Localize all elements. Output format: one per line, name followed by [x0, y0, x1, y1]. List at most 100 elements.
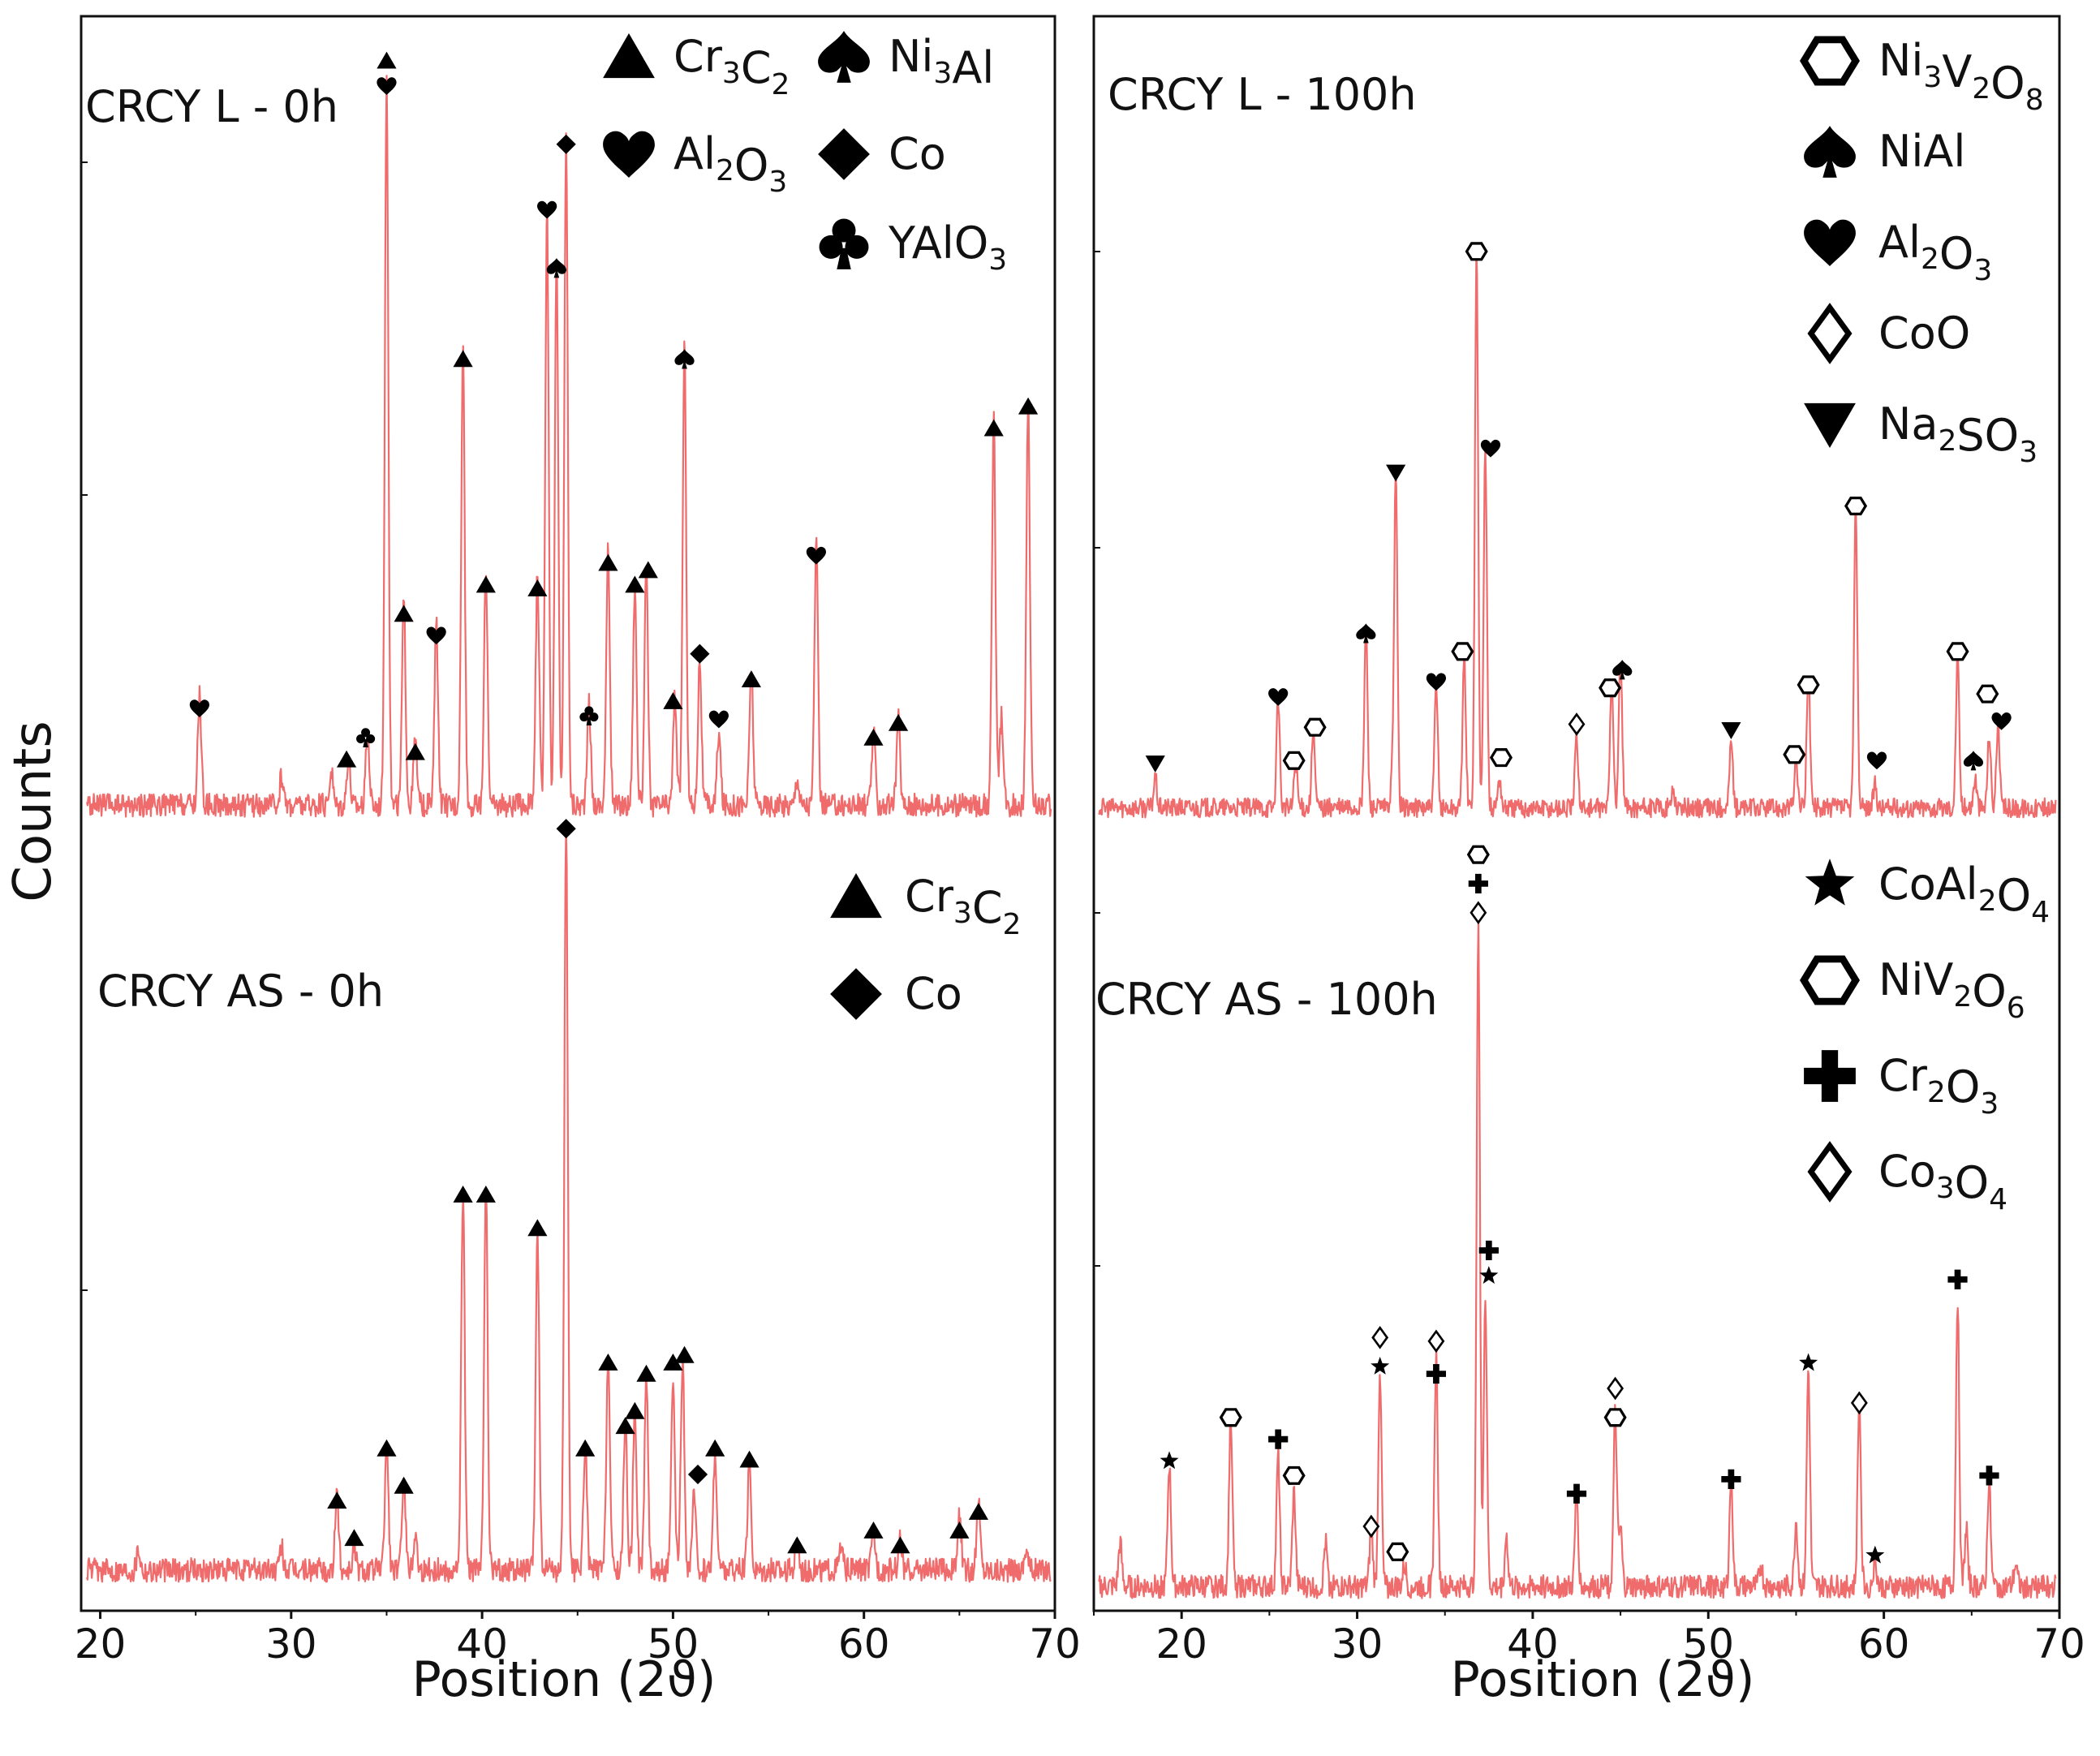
legend-symbol-hex_o — [1800, 36, 1860, 86]
panel-title: CRCY AS - 0h — [97, 966, 384, 1017]
x-tick-label: 60 — [1858, 1620, 1910, 1668]
legend-label: CoO — [1878, 308, 1970, 359]
legend-symbol-diamond — [830, 968, 882, 1020]
peak-marker-tri — [741, 670, 761, 687]
legend-label: Cr3C2 — [905, 871, 1021, 941]
peak-marker-dia_o — [1427, 1329, 1445, 1354]
legend-label: NiV2O6 — [1878, 954, 2025, 1025]
x-tick-label: 20 — [75, 1620, 127, 1668]
peak-marker-tri — [787, 1536, 807, 1554]
xrd-trace — [1098, 248, 2057, 819]
x-tick-label: 30 — [265, 1620, 317, 1668]
panel-crcy-l-100h: CRCY L - 100h Ni3V2O8 NiAl Al2O3 CoO Na2SO3 — [1098, 35, 2057, 819]
peak-marker-tri — [625, 575, 645, 593]
peak-marker-hex_o — [1603, 1408, 1627, 1427]
panel-title: CRCY AS - 100h — [1095, 974, 1438, 1025]
peak-marker-hex_o — [1386, 1542, 1409, 1561]
legend: Ni3V2O8 NiAl Al2O3 CoO Na2SO3 — [1800, 35, 2044, 469]
peak-marker-tri — [377, 1439, 397, 1457]
xrd-trace — [86, 75, 1052, 818]
legend-label: CoAl2O4 — [1878, 859, 2050, 929]
peak-marker-hex_o — [1599, 678, 1622, 698]
peak-marker-tri — [527, 579, 548, 596]
legend-label: NiAl — [1878, 126, 1965, 177]
legend-symbol-tri — [603, 33, 655, 79]
x-tick-label: 50 — [648, 1620, 699, 1668]
peak-marker-tri — [575, 1439, 596, 1457]
x-tick-label: 70 — [1029, 1620, 1081, 1668]
panel-title: CRCY L - 100h — [1108, 69, 1417, 120]
peak-marker-heart — [1991, 712, 2012, 730]
peak-marker-tri — [394, 1476, 414, 1494]
legend-symbol-spade — [818, 31, 870, 83]
peak-marker-heart — [377, 77, 397, 96]
peak-marker-tri — [968, 1503, 988, 1520]
peak-marker-plus — [1566, 1483, 1587, 1504]
peak-marker-heart — [1480, 439, 1501, 458]
legend-symbol-tri_down — [1804, 402, 1856, 448]
xrd-trace — [86, 825, 1052, 1583]
x-tick-label: 40 — [1507, 1620, 1559, 1668]
peak-marker-dia_o — [1371, 1325, 1389, 1349]
peak-marker-tri — [636, 1364, 656, 1382]
legend-label: Cr3C2 — [673, 31, 790, 101]
legend-label: Co3O4 — [1878, 1146, 2007, 1216]
peak-marker-spade — [1963, 751, 1984, 771]
peak-marker-star — [1160, 1451, 1179, 1470]
peak-marker-heart — [708, 710, 729, 729]
peak-marker-spade — [546, 258, 566, 278]
legend-label: Al2O3 — [673, 128, 787, 199]
peak-marker-tri — [405, 742, 425, 760]
peak-marker-tri_down — [1145, 755, 1165, 773]
peak-marker-tri — [863, 728, 884, 746]
legend-symbol-club — [819, 218, 869, 269]
legend-label: Co — [889, 128, 946, 179]
x-tick-label: 70 — [2033, 1620, 2085, 1668]
peak-marker-plus — [1478, 1240, 1499, 1261]
peak-marker-spade — [1356, 623, 1376, 643]
peak-marker-hex_o — [1219, 1408, 1242, 1427]
peak-marker-heart — [189, 699, 209, 717]
x-ticks-right: 20 30 40 50 60 70 — [1093, 1611, 2085, 1668]
peak-marker-tri — [890, 1536, 910, 1554]
peak-marker-tri — [476, 1186, 496, 1203]
legend-label: Ni3V2O8 — [1878, 35, 2044, 117]
peak-marker-tri — [663, 691, 683, 709]
peak-marker-tri — [377, 51, 397, 69]
peak-marker-dia_o — [1850, 1391, 1868, 1415]
peak-marker-diamond — [556, 819, 576, 839]
xrd-trace — [1098, 920, 2057, 1599]
legend-symbol-dia_o — [1807, 303, 1853, 364]
peak-marker-hex_o — [1466, 845, 1490, 864]
peak-marker-tri — [394, 605, 414, 622]
legend-symbol-hex_o — [1800, 955, 1860, 1005]
x-tick-label: 20 — [1155, 1620, 1207, 1668]
peak-marker-hex_o — [1303, 717, 1327, 737]
left-panel-frame — [80, 15, 1056, 1612]
x-tick-label: 40 — [456, 1620, 508, 1668]
legend-label: Co — [905, 968, 962, 1019]
peak-marker-heart — [537, 200, 557, 219]
legend-symbol-spade — [1804, 126, 1856, 178]
peak-marker-spade — [674, 349, 695, 369]
peak-marker-tri_down — [1386, 464, 1406, 482]
right-panel-frame — [1092, 15, 2061, 1612]
peak-marker-tri — [327, 1491, 347, 1509]
peak-marker-tri — [674, 1345, 695, 1363]
peak-marker-dia_o — [1607, 1376, 1624, 1401]
peak-marker-tri — [598, 1354, 618, 1371]
legend-symbol-dia_o — [1807, 1141, 1853, 1203]
peak-marker-star — [1865, 1545, 1885, 1564]
legend-label: Ni3Al — [889, 31, 994, 93]
peak-marker-hex_o — [1946, 642, 1969, 661]
peak-marker-tri — [344, 1529, 364, 1547]
legend-label: Cr2O3 — [1878, 1050, 1999, 1121]
panel-crcy-l-0h: CRCY L - 0h Cr3C2 Ni3Al Al2O3 Co YAlO3 — [85, 31, 1052, 818]
legend-symbol-plus — [1804, 1050, 1856, 1102]
peak-marker-hex_o — [1797, 675, 1820, 695]
legend-label: Na2SO3 — [1878, 398, 2038, 469]
x-tick-label: 30 — [1332, 1620, 1384, 1668]
peak-marker-tri_down — [1721, 722, 1741, 739]
peak-marker-star — [1371, 1357, 1390, 1375]
peak-marker-hex_o — [1282, 751, 1306, 770]
